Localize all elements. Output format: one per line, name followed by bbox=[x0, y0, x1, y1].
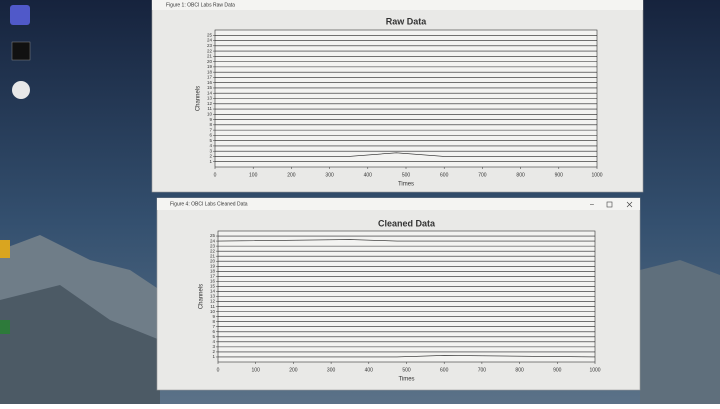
desktop-icon[interactable] bbox=[0, 240, 10, 258]
y-tick-label: 25 bbox=[207, 32, 213, 37]
y-tick-label: 21 bbox=[207, 54, 213, 59]
x-tick-label: 400 bbox=[365, 367, 374, 373]
y-tick-label: 9 bbox=[209, 117, 212, 122]
title-bar bbox=[152, 0, 643, 10]
y-axis-label: Channels bbox=[199, 284, 205, 309]
y-tick-label: 3 bbox=[209, 148, 212, 153]
desktop-icon[interactable] bbox=[12, 81, 30, 99]
desktop-icons[interactable] bbox=[0, 5, 31, 334]
y-tick-label: 10 bbox=[210, 309, 216, 314]
y-tick-label: 1 bbox=[209, 159, 212, 164]
y-tick-label: 15 bbox=[207, 85, 213, 90]
x-tick-label: 1000 bbox=[591, 172, 602, 178]
y-tick-label: 15 bbox=[210, 284, 216, 289]
x-tick-label: 700 bbox=[478, 172, 487, 178]
title-bar bbox=[157, 198, 640, 210]
y-axis-label: Channels bbox=[196, 86, 202, 111]
x-tick-label: 300 bbox=[325, 172, 334, 178]
x-tick-label: 600 bbox=[440, 367, 449, 373]
y-tick-label: 22 bbox=[207, 48, 213, 53]
channel-trace bbox=[215, 152, 597, 157]
figure-window: Figure 1: OBCI Labs Raw Data Raw Data Tim… bbox=[151, 0, 644, 193]
chart-title: Raw Data bbox=[386, 16, 428, 26]
x-tick-label: 600 bbox=[440, 172, 449, 178]
x-tick-label: 900 bbox=[553, 367, 562, 373]
mountain bbox=[640, 260, 720, 404]
y-tick-label: 25 bbox=[210, 233, 216, 238]
y-tick-label: 7 bbox=[209, 127, 212, 132]
y-tick-label: 5 bbox=[212, 334, 215, 339]
y-tick-label: 18 bbox=[207, 69, 213, 74]
y-tick-label: 24 bbox=[207, 38, 213, 43]
y-tick-label: 12 bbox=[207, 101, 213, 106]
y-tick-label: 11 bbox=[210, 304, 215, 309]
y-tick-label: 1 bbox=[212, 354, 215, 359]
channel-trace bbox=[218, 355, 596, 358]
y-tick-label: 8 bbox=[209, 122, 212, 127]
x-tick-label: 500 bbox=[402, 172, 411, 178]
figure-window: Figure 4: OBCI Labs Cleaned Data – Clean… bbox=[156, 197, 641, 391]
x-axis-label: Times bbox=[398, 182, 414, 188]
y-tick-label: 8 bbox=[212, 319, 215, 324]
desktop-icon[interactable] bbox=[11, 41, 31, 61]
close-button[interactable] bbox=[626, 201, 633, 208]
y-tick-label: 4 bbox=[212, 339, 215, 344]
channel-trace bbox=[217, 239, 595, 242]
y-tick-label: 22 bbox=[210, 248, 216, 253]
y-tick-label: 2 bbox=[212, 349, 215, 354]
x-axis-label: Times bbox=[398, 377, 414, 383]
desktop-icon[interactable] bbox=[0, 320, 10, 334]
y-tick-label: 18 bbox=[210, 268, 216, 273]
mountain bbox=[0, 285, 160, 404]
y-tick-label: 11 bbox=[207, 106, 212, 111]
x-tick-label: 300 bbox=[327, 367, 336, 373]
y-tick-label: 14 bbox=[210, 289, 216, 294]
x-tick-label: 400 bbox=[364, 172, 373, 178]
x-tick-label: 500 bbox=[402, 367, 411, 373]
y-tick-label: 20 bbox=[207, 59, 213, 64]
y-tick-label: 13 bbox=[210, 294, 216, 299]
x-tick-label: 700 bbox=[478, 367, 487, 373]
x-tick-label: 0 bbox=[214, 172, 217, 178]
maximize-button[interactable] bbox=[606, 201, 613, 208]
window-title: Figure 4: OBCI Labs Cleaned Data bbox=[170, 201, 248, 207]
y-tick-label: 20 bbox=[210, 258, 216, 263]
desktop-icon[interactable] bbox=[10, 5, 30, 25]
x-tick-label: 800 bbox=[516, 172, 525, 178]
y-tick-label: 16 bbox=[207, 80, 213, 85]
y-tick-label: 16 bbox=[210, 279, 216, 284]
y-tick-label: 14 bbox=[207, 90, 213, 95]
y-tick-label: 4 bbox=[209, 143, 212, 148]
y-tick-label: 24 bbox=[210, 238, 216, 243]
y-tick-label: 19 bbox=[207, 64, 213, 69]
x-tick-label: 200 bbox=[287, 172, 296, 178]
y-tick-label: 6 bbox=[209, 133, 212, 138]
x-tick-label: 0 bbox=[217, 367, 220, 373]
y-tick-label: 12 bbox=[210, 299, 216, 304]
x-tick-label: 100 bbox=[252, 367, 261, 373]
y-tick-label: 17 bbox=[207, 75, 213, 80]
y-tick-label: 2 bbox=[209, 154, 212, 159]
x-tick-label: 900 bbox=[555, 172, 564, 178]
y-tick-label: 7 bbox=[212, 324, 215, 329]
minimize-button[interactable]: – bbox=[590, 201, 594, 208]
y-tick-label: 19 bbox=[210, 263, 216, 268]
y-tick-label: 10 bbox=[207, 111, 213, 116]
y-tick-label: 17 bbox=[210, 274, 216, 279]
y-tick-label: 3 bbox=[212, 344, 215, 349]
x-tick-label: 800 bbox=[515, 367, 524, 373]
x-tick-label: 200 bbox=[289, 367, 298, 373]
y-tick-label: 13 bbox=[207, 96, 213, 101]
window-title: Figure 1: OBCI Labs Raw Data bbox=[166, 2, 235, 8]
y-tick-label: 23 bbox=[210, 243, 216, 248]
y-tick-label: 9 bbox=[212, 314, 215, 319]
y-tick-label: 23 bbox=[207, 43, 213, 48]
y-tick-label: 6 bbox=[212, 329, 215, 334]
y-tick-label: 21 bbox=[210, 253, 216, 258]
y-tick-label: 5 bbox=[209, 138, 212, 143]
x-tick-label: 1000 bbox=[589, 367, 600, 373]
x-tick-label: 100 bbox=[249, 172, 258, 178]
chart-title: Cleaned Data bbox=[378, 218, 436, 228]
